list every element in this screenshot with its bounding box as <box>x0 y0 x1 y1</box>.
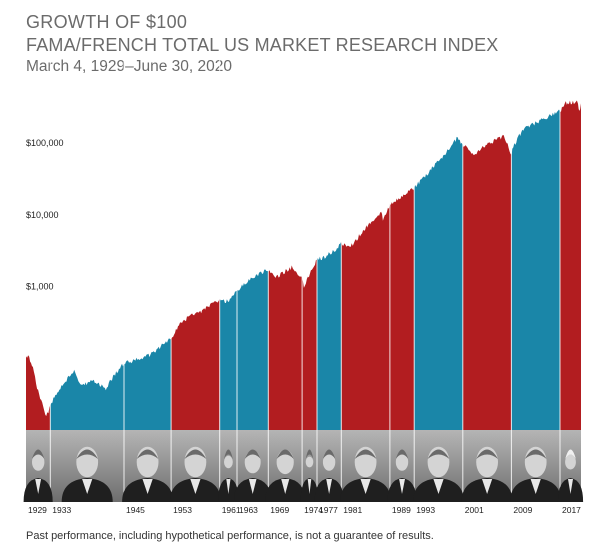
term-band-1961 <box>219 100 237 430</box>
x-tick-label-2009: 2009 <box>513 505 532 515</box>
growth-chart: $1,000$10,000$100,000 1929 1933 1945 1953 19… <box>23 60 584 515</box>
portrait-truman-1945 <box>122 446 174 502</box>
x-tick-label-1989: 1989 <box>392 505 411 515</box>
portrait-roosevelt-1933 <box>61 446 113 502</box>
x-tick-label-1961: 1961 <box>222 505 241 515</box>
y-tick-label: $10,000 <box>26 210 59 220</box>
x-tick-label-2001: 2001 <box>465 505 484 515</box>
term-band-1963 <box>237 100 269 430</box>
footnote: Past performance, including hypothetical… <box>26 530 434 542</box>
term-bands <box>26 100 581 430</box>
portraits <box>23 446 584 502</box>
term-band-1981 <box>341 100 390 430</box>
term-band-1929 <box>26 100 51 430</box>
term-band-1993 <box>414 100 463 430</box>
x-tick-label-1945: 1945 <box>126 505 145 515</box>
x-tick-label-1929: 1929 <box>28 505 47 515</box>
portrait-trump-2017 <box>557 449 584 502</box>
portrait-bush-2001 <box>461 446 513 502</box>
term-band-2001 <box>462 100 512 430</box>
chart-subtitle: FAMA/FRENCH TOTAL US MARKET RESEARCH IND… <box>26 35 499 55</box>
chart-date-range: March 4, 1929–June 30, 2020 <box>26 58 232 75</box>
term-band-1977 <box>317 100 342 430</box>
x-tick-label-1953: 1953 <box>173 505 192 515</box>
term-band-1953 <box>171 100 220 430</box>
portrait-reagan-1981 <box>340 446 392 502</box>
portrait-obama-2009 <box>510 446 562 502</box>
portrait-nixon-1969 <box>265 449 306 502</box>
x-tick-label-1981: 1981 <box>343 505 362 515</box>
x-tick-label-1963: 1963 <box>239 505 258 515</box>
y-tick-label: $100,000 <box>26 138 64 148</box>
x-tick-label-1933: 1933 <box>52 505 71 515</box>
term-band-2009 <box>511 100 560 430</box>
x-tick-label-1977: 1977 <box>319 505 338 515</box>
term-band-2017 <box>560 100 581 430</box>
y-axis-labels: $1,000 $10,000 $100,000 <box>26 138 64 291</box>
portrait-kennedy-1961 <box>218 449 239 502</box>
x-tick-label-2017: 2017 <box>562 505 581 515</box>
portrait-ford-1974 <box>300 449 319 502</box>
portrait-eisenhower-1953 <box>169 446 221 502</box>
portrait-carter-1977 <box>314 449 344 502</box>
x-tick-label-1974: 1974 <box>304 505 323 515</box>
term-band-1969 <box>268 100 302 430</box>
x-tick-label-1993: 1993 <box>416 505 435 515</box>
term-band-1974 <box>302 100 317 430</box>
chart-title: GROWTH OF $100 <box>26 12 188 32</box>
term-band-1933 <box>50 100 124 430</box>
portrait-clinton-1993 <box>413 446 464 502</box>
term-band-1945 <box>124 100 172 430</box>
portrait-hoover-1929 <box>23 449 53 502</box>
term-dividers <box>49 60 561 502</box>
y-tick-label: $1,000 <box>26 282 54 292</box>
portrait-bush-1989 <box>387 449 417 502</box>
x-tick-label-1969: 1969 <box>270 505 289 515</box>
term-band-1989 <box>389 100 415 430</box>
portrait-johnson-1963 <box>233 449 272 502</box>
